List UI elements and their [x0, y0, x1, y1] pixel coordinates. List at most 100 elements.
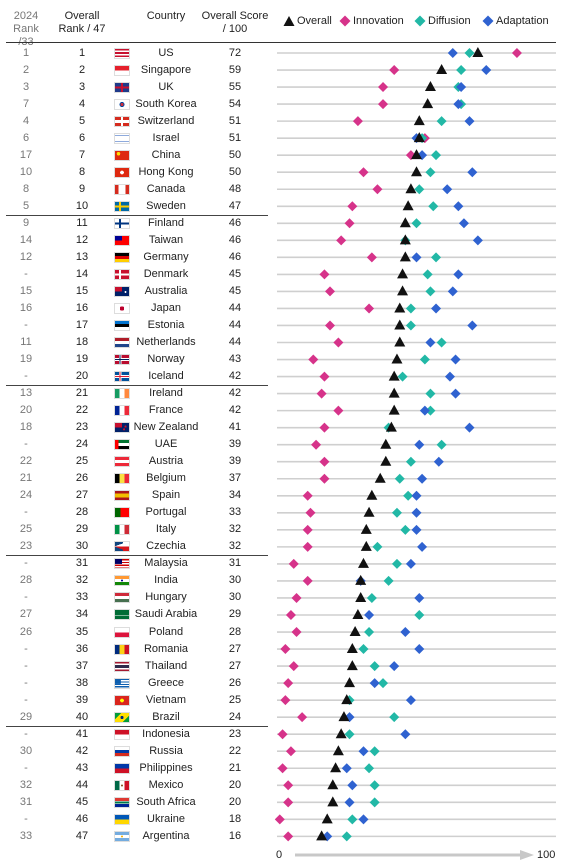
prev-rank: -: [24, 506, 28, 519]
innovation-point: [333, 337, 344, 348]
innovation-point: [274, 814, 285, 825]
table-row: 7 4 South Korea 54: [0, 96, 562, 113]
table-row: - 31 Malaysia 31: [0, 555, 562, 572]
innovation-point: [325, 286, 336, 297]
flag-ca-icon: [114, 183, 130, 195]
country-name: Thailand: [144, 659, 188, 672]
flag-se-icon: [114, 200, 130, 212]
adaptation-point: [364, 609, 375, 620]
overall-point: [391, 353, 403, 364]
adaptation-point: [450, 388, 461, 399]
overall-rank: 3: [78, 80, 86, 93]
header-prev-rank-line1: 2024: [13, 10, 39, 22]
innovation-point: [352, 116, 363, 127]
prev-rank: 6: [22, 131, 30, 144]
overall-score: 39: [228, 438, 242, 451]
adaptation-point: [358, 814, 369, 825]
diffusion-point: [372, 541, 383, 552]
diffusion-point: [378, 678, 389, 689]
overall-score: 27: [228, 642, 242, 655]
prev-rank: 27: [19, 608, 33, 621]
table-row: 33 47 Argentina 16: [0, 828, 562, 845]
table-row: 26 35 Poland 28: [0, 624, 562, 641]
flag-ch-icon: [114, 115, 130, 127]
diffusion-point: [425, 167, 436, 178]
overall-rank: 15: [75, 284, 89, 297]
overall-score: 23: [228, 727, 242, 740]
overall-score: 32: [228, 523, 242, 536]
overall-score: 59: [228, 63, 242, 76]
overall-point: [327, 796, 339, 807]
adaptation-point: [419, 405, 430, 416]
overall-rank: 2: [78, 63, 86, 76]
overall-rank: 42: [75, 744, 89, 757]
diffusion-point: [428, 201, 439, 212]
overall-score: 39: [228, 455, 242, 468]
country-name: Mexico: [148, 778, 184, 791]
innovation-point: [302, 524, 313, 535]
innovation-point: [364, 303, 375, 314]
country-name: Malaysia: [144, 557, 188, 570]
country-name: Taiwan: [148, 233, 184, 246]
country-name: Japan: [151, 301, 181, 314]
overall-rank: 9: [78, 182, 86, 195]
flag-be-icon: [114, 473, 130, 485]
diffusion-point: [405, 303, 416, 314]
adaptation-point: [400, 729, 411, 740]
overall-score: 24: [228, 710, 242, 723]
diffusion-point: [397, 371, 408, 382]
prev-rank: 29: [19, 710, 33, 723]
adaptation-point: [464, 422, 475, 433]
overall-point: [360, 523, 372, 534]
overall-score: 72: [228, 46, 242, 59]
country-name: Estonia: [147, 318, 185, 331]
table-row: 24 27 Spain 34: [0, 487, 562, 504]
diffusion-point: [394, 473, 405, 484]
overall-score: 34: [228, 489, 242, 502]
axis-arrow-head-icon: [520, 850, 534, 860]
innovation-point: [283, 831, 294, 842]
country-name: Australia: [144, 284, 188, 297]
flag-in-icon: [114, 575, 130, 587]
overall-rank: 33: [75, 591, 89, 604]
overall-score: 45: [228, 284, 242, 297]
adaptation-point: [411, 252, 422, 263]
adaptation-point: [400, 627, 411, 638]
adaptation-point: [341, 763, 352, 774]
country-name: South Africa: [136, 795, 196, 808]
overall-rank: 26: [75, 472, 89, 485]
overall-rank: 4: [78, 97, 86, 110]
country-name: Iceland: [148, 370, 184, 383]
diffusion-point: [403, 490, 414, 501]
prev-rank: 18: [19, 421, 33, 434]
table-row: 19 19 Norway 43: [0, 351, 562, 368]
diffusion-point: [369, 797, 380, 808]
overall-score: 20: [228, 795, 242, 808]
prev-rank: 4: [22, 114, 30, 127]
overall-rank: 40: [75, 710, 89, 723]
prev-rank: 14: [19, 233, 33, 246]
overall-point: [388, 387, 400, 398]
overall-point: [411, 149, 422, 160]
diffusion-point: [369, 780, 380, 791]
country-name: Philippines: [139, 761, 193, 774]
country-name: Greece: [147, 676, 185, 689]
flag-at-icon: [114, 456, 130, 468]
overall-score: 27: [228, 659, 242, 672]
overall-rank: 30: [75, 540, 89, 553]
country-name: Austria: [148, 455, 184, 468]
overall-rank: 35: [75, 625, 89, 638]
diffusion-point: [425, 388, 436, 399]
table-row: 2 2 Singapore 59: [0, 62, 562, 79]
country-name: Italy: [155, 523, 177, 536]
overall-score: 28: [228, 625, 242, 638]
flag-us-icon: [114, 47, 130, 59]
country-name: Ireland: [149, 387, 183, 400]
overall-rank: 1: [78, 46, 86, 59]
prev-rank: -: [24, 557, 28, 570]
innovation-point: [302, 490, 313, 501]
innovation-point: [319, 269, 330, 280]
table-row: 21 26 Belgium 37: [0, 470, 562, 487]
flag-de-icon: [114, 251, 130, 263]
